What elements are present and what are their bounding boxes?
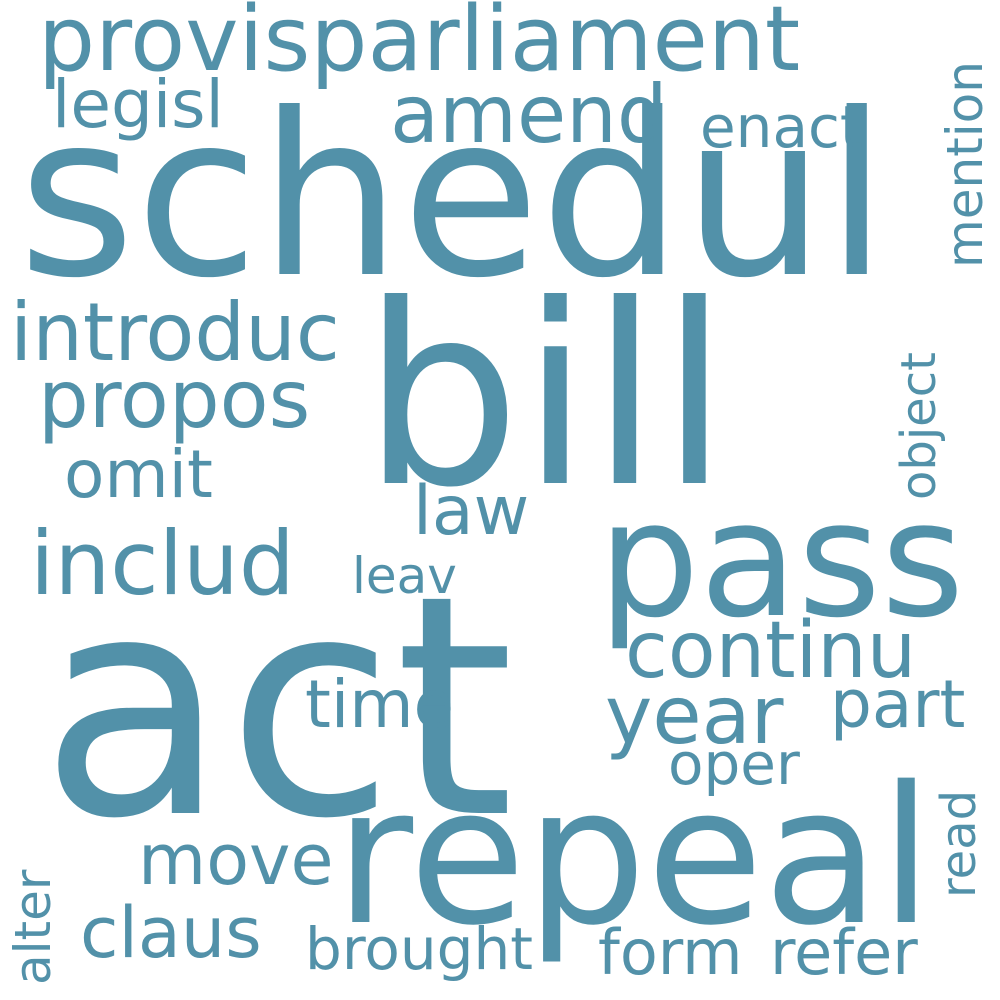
word-act: act	[40, 530, 515, 885]
word-introduc: introduc	[10, 286, 340, 379]
word-law: law	[413, 472, 530, 551]
word-claus: claus	[80, 892, 262, 974]
word-repeal: repeal	[335, 746, 933, 967]
word-propos: propos	[38, 353, 311, 446]
word-provisparliament: provisparliament	[38, 0, 801, 92]
word-includ: includ	[30, 512, 295, 615]
word-move: move	[138, 819, 334, 901]
word-object: object	[891, 352, 947, 500]
word-time: time	[305, 666, 455, 743]
word-form: form	[598, 916, 743, 989]
word-bill: bill	[362, 251, 730, 542]
word-mention: mention	[936, 61, 994, 268]
word-brought: brought	[305, 915, 533, 983]
word-amend: amend	[390, 68, 668, 161]
word-legisl: legisl	[52, 66, 224, 143]
word-part: part	[830, 666, 966, 743]
word-enact: enact	[700, 93, 863, 161]
word-leav: leav	[352, 547, 457, 605]
word-oper: oper	[668, 730, 800, 798]
word-read: read	[931, 789, 987, 898]
word-pass: pass	[598, 466, 965, 653]
word-continu: continu	[625, 606, 917, 696]
word-schedul: schedul	[18, 66, 888, 328]
word-year: year	[605, 669, 784, 762]
word-alter: alter	[4, 869, 62, 985]
word-omit: omit	[64, 436, 213, 513]
word-refer: refer	[770, 916, 918, 989]
